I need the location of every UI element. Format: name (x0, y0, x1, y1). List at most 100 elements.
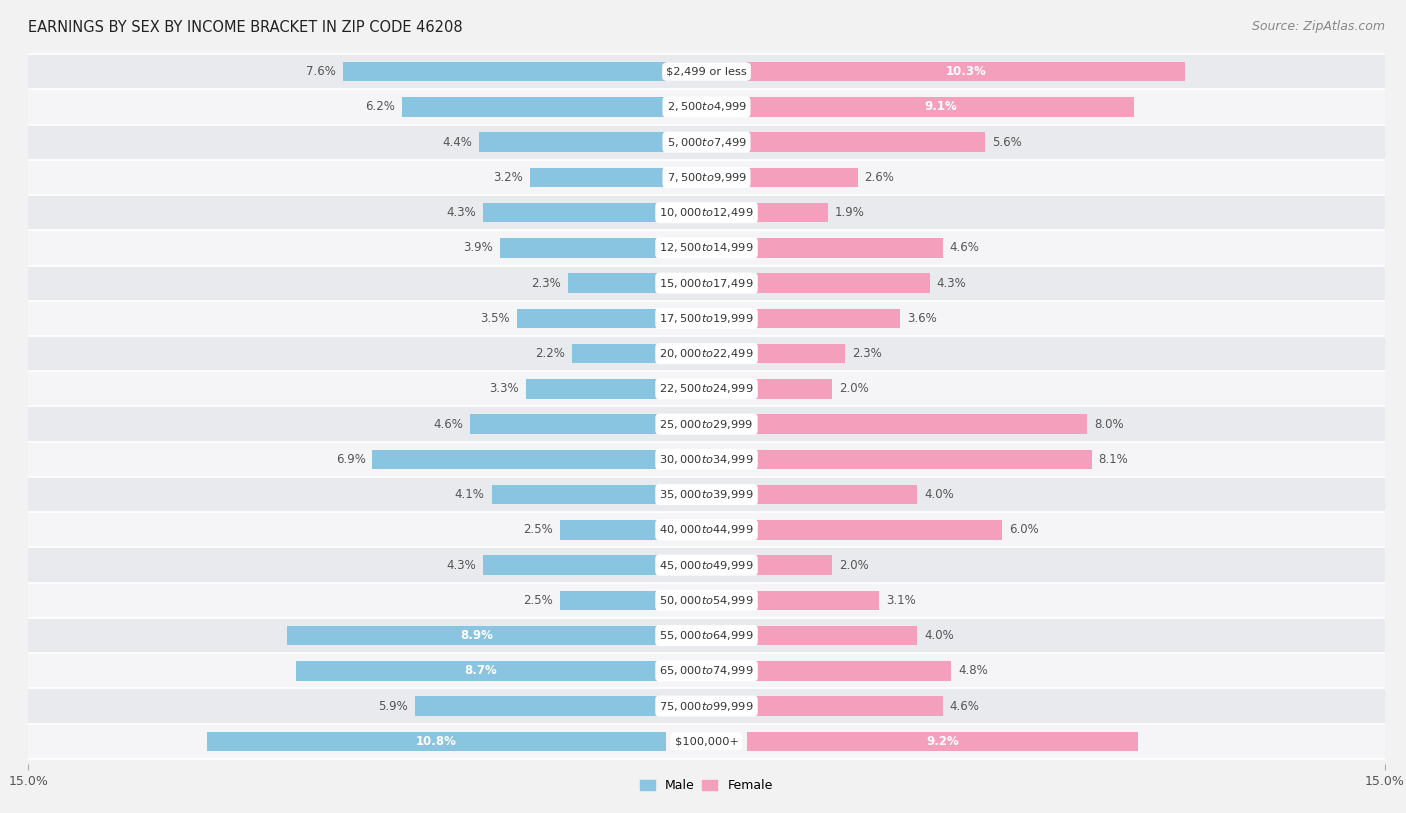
Text: $5,000 to $7,499: $5,000 to $7,499 (666, 136, 747, 149)
Bar (747, 203, 828, 222)
Bar (373, 450, 666, 469)
Bar (287, 626, 666, 646)
Text: 8.0%: 8.0% (1094, 418, 1123, 431)
Bar (28, 618, 1385, 653)
Text: EARNINGS BY SEX BY INCOME BRACKET IN ZIP CODE 46208: EARNINGS BY SEX BY INCOME BRACKET IN ZIP… (28, 20, 463, 35)
Bar (28, 195, 1385, 230)
Text: 2.5%: 2.5% (523, 524, 553, 537)
Text: $50,000 to $54,999: $50,000 to $54,999 (659, 593, 754, 606)
Text: $30,000 to $34,999: $30,000 to $34,999 (659, 453, 754, 466)
Text: 4.3%: 4.3% (447, 559, 477, 572)
Bar (28, 406, 1385, 441)
Text: $15,000 to $17,499: $15,000 to $17,499 (659, 276, 754, 289)
Text: 6.9%: 6.9% (336, 453, 366, 466)
Text: $75,000 to $99,999: $75,000 to $99,999 (659, 699, 754, 712)
Bar (572, 344, 666, 363)
Text: 4.0%: 4.0% (924, 629, 953, 642)
Bar (517, 309, 666, 328)
Text: 2.2%: 2.2% (536, 347, 565, 360)
Text: 4.4%: 4.4% (441, 136, 472, 149)
Bar (747, 309, 900, 328)
Bar (568, 273, 666, 293)
Text: $10,000 to $12,499: $10,000 to $12,499 (659, 207, 754, 220)
Bar (28, 724, 1385, 759)
Bar (526, 379, 666, 398)
Text: 2.3%: 2.3% (852, 347, 882, 360)
Text: $100,000+: $100,000+ (675, 737, 738, 746)
Bar (747, 415, 1087, 434)
Bar (28, 477, 1385, 512)
Bar (28, 689, 1385, 724)
Bar (747, 167, 858, 187)
Bar (28, 653, 1385, 689)
Bar (501, 238, 666, 258)
Bar (747, 273, 929, 293)
Text: $25,000 to $29,999: $25,000 to $29,999 (659, 418, 754, 431)
Text: 3.1%: 3.1% (886, 593, 915, 606)
Bar (28, 124, 1385, 160)
Bar (484, 555, 666, 575)
Bar (747, 591, 879, 610)
Bar (560, 520, 666, 540)
Text: 8.1%: 8.1% (1098, 453, 1128, 466)
Text: 2.5%: 2.5% (523, 593, 553, 606)
Text: 4.3%: 4.3% (447, 207, 477, 220)
Text: 4.1%: 4.1% (456, 488, 485, 501)
Text: 2.6%: 2.6% (865, 171, 894, 184)
Bar (479, 133, 666, 152)
Text: 3.6%: 3.6% (907, 312, 936, 325)
Bar (28, 230, 1385, 266)
Bar (28, 372, 1385, 406)
Bar (28, 54, 1385, 89)
Text: 3.5%: 3.5% (481, 312, 510, 325)
Text: 10.8%: 10.8% (416, 735, 457, 748)
Bar (747, 697, 943, 715)
Bar (28, 512, 1385, 547)
Bar (747, 555, 832, 575)
Text: 1.9%: 1.9% (835, 207, 865, 220)
Bar (747, 732, 1139, 751)
Bar (470, 415, 666, 434)
Text: 4.6%: 4.6% (433, 418, 464, 431)
Text: 5.6%: 5.6% (993, 136, 1022, 149)
Text: $22,500 to $24,999: $22,500 to $24,999 (659, 382, 754, 395)
Text: 9.1%: 9.1% (924, 101, 957, 114)
Text: 4.0%: 4.0% (924, 488, 953, 501)
Bar (747, 133, 986, 152)
Text: 3.2%: 3.2% (494, 171, 523, 184)
Text: 10.3%: 10.3% (946, 65, 987, 78)
Text: 3.3%: 3.3% (489, 382, 519, 395)
Text: $35,000 to $39,999: $35,000 to $39,999 (659, 488, 754, 501)
Bar (343, 62, 666, 81)
Bar (28, 89, 1385, 124)
Bar (747, 344, 845, 363)
Text: $7,500 to $9,999: $7,500 to $9,999 (666, 171, 747, 184)
Bar (530, 167, 666, 187)
Bar (28, 547, 1385, 583)
Text: Source: ZipAtlas.com: Source: ZipAtlas.com (1251, 20, 1385, 33)
Bar (28, 336, 1385, 372)
Bar (747, 98, 1135, 116)
Text: $2,499 or less: $2,499 or less (666, 67, 747, 76)
Text: $20,000 to $22,499: $20,000 to $22,499 (659, 347, 754, 360)
Text: 2.3%: 2.3% (531, 276, 561, 289)
Bar (415, 697, 666, 715)
Text: 4.3%: 4.3% (936, 276, 966, 289)
Text: 4.8%: 4.8% (957, 664, 988, 677)
Text: $65,000 to $74,999: $65,000 to $74,999 (659, 664, 754, 677)
Bar (402, 98, 666, 116)
Bar (747, 379, 832, 398)
Bar (28, 160, 1385, 195)
Bar (492, 485, 666, 504)
Text: $55,000 to $64,999: $55,000 to $64,999 (659, 629, 754, 642)
Bar (747, 661, 952, 680)
Bar (28, 301, 1385, 336)
Text: 2.0%: 2.0% (839, 382, 869, 395)
Text: 3.9%: 3.9% (464, 241, 494, 254)
Text: $2,500 to $4,999: $2,500 to $4,999 (666, 101, 747, 114)
Text: $40,000 to $44,999: $40,000 to $44,999 (659, 524, 754, 537)
Bar (295, 661, 666, 680)
Text: 8.7%: 8.7% (464, 664, 498, 677)
Text: 5.9%: 5.9% (378, 699, 408, 712)
Bar (560, 591, 666, 610)
